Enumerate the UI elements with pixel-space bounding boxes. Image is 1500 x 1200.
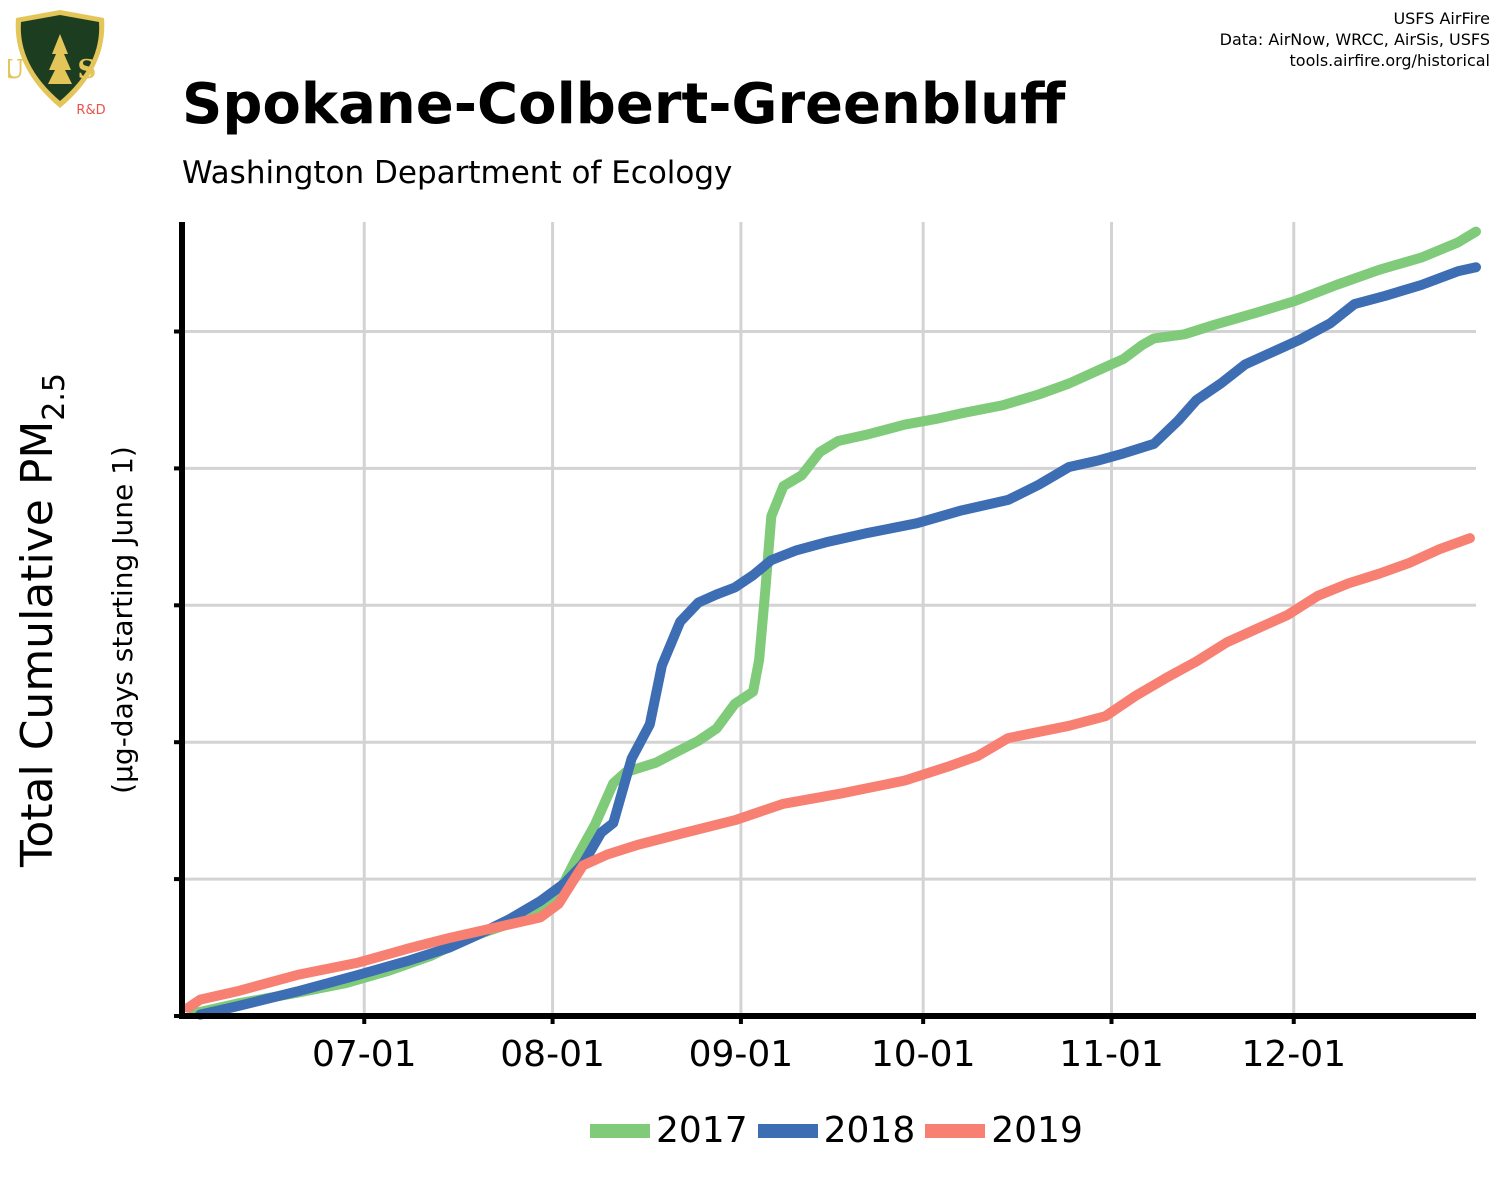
credits: USFS AirFire Data: AirNow, WRCC, AirSis,…: [1220, 8, 1490, 71]
legend-item-2018: 2018: [757, 1110, 916, 1151]
x-tick-label: 12-01: [1241, 1034, 1346, 1075]
x-tick-label: 11-01: [1059, 1034, 1164, 1075]
y-axis-label: Total Cumulative PM2.5 (µg-days starting …: [12, 373, 139, 868]
credit-line: USFS AirFire: [1393, 9, 1490, 28]
y-axis-title: Total Cumulative PM2.5: [12, 373, 72, 868]
legend-label-2017: 2017: [656, 1110, 748, 1151]
series-line-2018: [195, 262, 1481, 1020]
chart-title: Spokane-Colbert-Greenbluff: [182, 72, 1066, 137]
x-tick-label: 09-01: [689, 1034, 794, 1075]
chart-subtitle: Washington Department of Ecology: [182, 155, 733, 191]
series-line-2019: [183, 533, 1475, 1013]
x-tick-label: 08-01: [500, 1034, 605, 1075]
usfs-shield-logo: U S R&D: [8, 10, 112, 118]
y-axis-units: (µg-days starting June 1): [106, 446, 139, 794]
legend-item-2017: 2017: [590, 1110, 748, 1151]
legend-swatch-2019: [925, 1123, 986, 1138]
grid: [182, 222, 1476, 1016]
legend-label-2019: 2019: [991, 1110, 1083, 1151]
legend-item-2019: 2019: [925, 1110, 1083, 1151]
legend-label-2018: 2018: [823, 1110, 916, 1151]
x-tick-labels: 07-01 08-01 09-01 10-01 11-01 12-01: [312, 1034, 1346, 1075]
logo-letters: U S: [8, 55, 112, 85]
legend: 2017 2018 2019: [590, 1110, 1093, 1151]
series-line-2017: [189, 226, 1481, 1019]
tree-icon: [48, 34, 72, 84]
series-lines: [183, 226, 1481, 1020]
legend-swatch-2017: [590, 1123, 650, 1138]
x-tick-label: 10-01: [871, 1034, 976, 1075]
axes: [174, 222, 1476, 1024]
credit-line: Data: AirNow, WRCC, AirSis, USFS: [1219, 30, 1490, 49]
legend-swatch-2018: [757, 1123, 818, 1138]
credit-line: tools.airfire.org/historical: [1289, 51, 1490, 70]
x-tick-label: 07-01: [312, 1034, 417, 1075]
logo-subtext: R&D: [76, 103, 105, 118]
